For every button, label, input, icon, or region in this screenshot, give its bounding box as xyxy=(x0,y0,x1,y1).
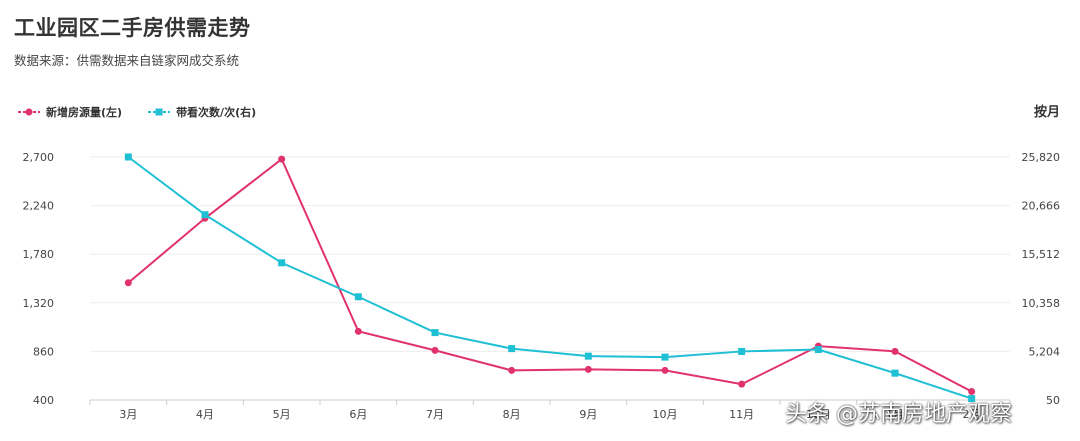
data-point xyxy=(278,155,286,163)
x-tick-label: 1月 xyxy=(886,408,904,421)
data-point xyxy=(278,259,286,267)
left-tick-label: 400 xyxy=(33,394,54,407)
x-tick-label: 11月 xyxy=(729,408,754,421)
series-line-1 xyxy=(127,157,973,393)
series-line-2 xyxy=(127,156,972,400)
legend-item-series2[interactable]: 带看次数/次(右) xyxy=(148,104,256,120)
data-point xyxy=(508,366,516,374)
x-tick-label: 9月 xyxy=(579,408,597,421)
legend: 新增房源量(左) 带看次数/次(右) xyxy=(18,104,282,120)
data-point xyxy=(431,346,439,354)
data-point xyxy=(584,365,592,373)
legend-label-series2: 带看次数/次(右) xyxy=(176,106,257,119)
data-point xyxy=(661,366,669,374)
data-point xyxy=(738,380,746,388)
chart-subtitle: 数据来源：供需数据来自链家网成交系统 xyxy=(14,53,240,68)
data-point xyxy=(738,347,746,355)
x-tick-label: 7月 xyxy=(426,408,444,421)
data-point xyxy=(661,353,669,361)
left-tick-label: 2,240 xyxy=(23,200,55,213)
right-tick-label: 25,820 xyxy=(1022,151,1061,164)
left-tick-label: 1,780 xyxy=(23,248,55,261)
data-point xyxy=(124,279,132,287)
right-tick-label: 10,358 xyxy=(1022,297,1061,310)
left-tick-label: 860 xyxy=(33,345,54,358)
x-tick-label: 6月 xyxy=(349,408,367,421)
data-point xyxy=(968,388,976,396)
data-point xyxy=(584,352,592,360)
right-tick-label: 50 xyxy=(1046,394,1060,407)
data-point xyxy=(968,395,976,403)
data-point xyxy=(431,329,439,337)
legend-marker-circle-icon xyxy=(18,108,40,116)
right-tick-label: 15,512 xyxy=(1022,248,1061,261)
legend-label-series1: 新增房源量(左) xyxy=(46,106,123,119)
period-label: 按月 xyxy=(1033,105,1060,120)
legend-marker-square-icon xyxy=(148,108,171,116)
data-point xyxy=(891,369,899,377)
legend-item-series1[interactable]: 新增房源量(左) xyxy=(18,104,122,120)
data-point xyxy=(508,345,516,353)
data-point xyxy=(891,347,899,355)
x-tick-label: 4月 xyxy=(196,408,214,421)
right-tick-label: 20,666 xyxy=(1022,200,1061,213)
x-tick-label: 2月 xyxy=(963,408,981,421)
left-tick-label: 2,700 xyxy=(23,151,55,164)
x-tick-label: 12月 xyxy=(806,408,831,421)
data-point xyxy=(354,327,362,335)
chart-title: 工业园区二手房供需走势 xyxy=(14,16,251,40)
data-point xyxy=(124,153,132,161)
right-tick-label: 5,204 xyxy=(1029,345,1061,358)
data-point xyxy=(814,346,822,354)
x-tick-label: 8月 xyxy=(503,408,521,421)
left-tick-label: 1,320 xyxy=(23,297,55,310)
data-point xyxy=(201,211,209,219)
x-tick-label: 10月 xyxy=(653,408,678,421)
watermark: 头条 @苏南房地产观察 xyxy=(785,402,1012,427)
x-tick-label: 5月 xyxy=(273,408,291,421)
x-tick-label: 3月 xyxy=(119,408,137,421)
data-point xyxy=(354,293,362,301)
